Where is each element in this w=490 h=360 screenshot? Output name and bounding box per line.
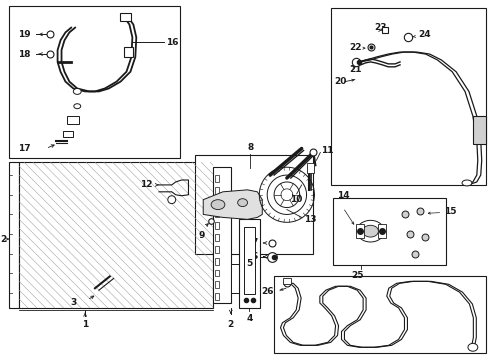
Text: 7: 7 <box>251 238 257 247</box>
Text: 25: 25 <box>351 270 364 279</box>
Ellipse shape <box>357 220 384 242</box>
Text: 3: 3 <box>70 297 76 306</box>
Bar <box>215 187 219 194</box>
Bar <box>64 131 74 137</box>
Bar <box>283 278 291 284</box>
Bar <box>123 47 133 57</box>
Text: 12: 12 <box>140 180 152 189</box>
Ellipse shape <box>74 104 81 109</box>
Text: 5: 5 <box>246 259 253 268</box>
Text: 24: 24 <box>418 30 430 39</box>
Text: 21: 21 <box>349 65 361 74</box>
Text: 9: 9 <box>198 231 204 240</box>
Text: 16: 16 <box>166 38 178 47</box>
Bar <box>231 264 255 293</box>
Polygon shape <box>203 190 262 219</box>
Bar <box>215 234 219 241</box>
Bar <box>274 276 486 353</box>
Bar <box>9 162 19 308</box>
Ellipse shape <box>74 89 81 94</box>
Ellipse shape <box>468 343 478 351</box>
Bar <box>215 211 219 217</box>
Bar <box>215 270 219 276</box>
Bar <box>331 8 486 185</box>
Bar <box>215 258 219 265</box>
Text: 26: 26 <box>262 287 274 296</box>
Text: 8: 8 <box>247 143 254 152</box>
Bar <box>356 224 364 238</box>
Text: 22: 22 <box>349 42 361 51</box>
Ellipse shape <box>462 180 472 186</box>
Bar <box>473 116 486 144</box>
Bar <box>215 222 219 229</box>
Text: 1: 1 <box>82 320 88 329</box>
Bar <box>307 163 315 173</box>
Text: 17: 17 <box>18 144 30 153</box>
Bar <box>196 156 314 254</box>
Text: 20: 20 <box>334 77 346 86</box>
Bar <box>215 293 219 300</box>
Bar <box>239 219 260 308</box>
Ellipse shape <box>168 196 176 204</box>
Bar <box>215 282 219 288</box>
Bar <box>215 175 219 182</box>
Text: 11: 11 <box>321 146 334 155</box>
Text: 15: 15 <box>444 207 457 216</box>
Bar <box>9 6 180 158</box>
Bar <box>68 116 79 124</box>
Text: 2: 2 <box>0 235 6 244</box>
Bar <box>213 167 231 303</box>
Ellipse shape <box>363 225 378 237</box>
Text: 4: 4 <box>246 314 253 323</box>
Text: 14: 14 <box>337 191 350 200</box>
Bar <box>215 199 219 206</box>
Bar <box>378 224 386 238</box>
Bar <box>120 13 131 21</box>
Text: 10: 10 <box>291 195 303 204</box>
Text: 23: 23 <box>374 23 387 32</box>
Text: 18: 18 <box>18 50 30 59</box>
Bar <box>333 198 446 265</box>
Bar <box>215 246 219 253</box>
Text: 13: 13 <box>304 215 316 224</box>
Text: 6: 6 <box>251 252 257 261</box>
Bar <box>244 227 255 294</box>
Ellipse shape <box>238 199 247 207</box>
Text: 2: 2 <box>228 320 234 329</box>
Text: 19: 19 <box>18 30 30 39</box>
Bar <box>19 162 213 308</box>
Ellipse shape <box>211 200 225 210</box>
